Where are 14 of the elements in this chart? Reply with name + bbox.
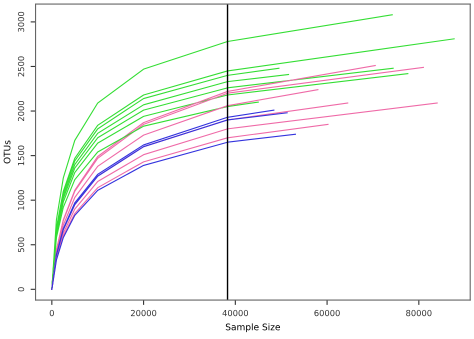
x-tick-label: 80000: [406, 310, 432, 316]
y-tick-label: 0: [18, 287, 24, 292]
y-tick-label: 2000: [18, 100, 24, 122]
x-tick-label: 40000: [222, 310, 248, 316]
y-tick-label: 1000: [18, 190, 24, 210]
x-tick-label: 20000: [130, 310, 156, 316]
y-tick-label: 500: [18, 237, 24, 252]
y-tick-label: 2500: [18, 56, 24, 76]
x-axis-title: Sample Size: [226, 323, 280, 332]
x-tick-label: 60000: [314, 310, 340, 316]
x-tick-label: 0: [50, 310, 54, 316]
y-tick-label: 1500: [18, 146, 24, 166]
y-tick-label: 3000: [18, 12, 24, 32]
y-axis-title: OTUs: [4, 140, 10, 164]
